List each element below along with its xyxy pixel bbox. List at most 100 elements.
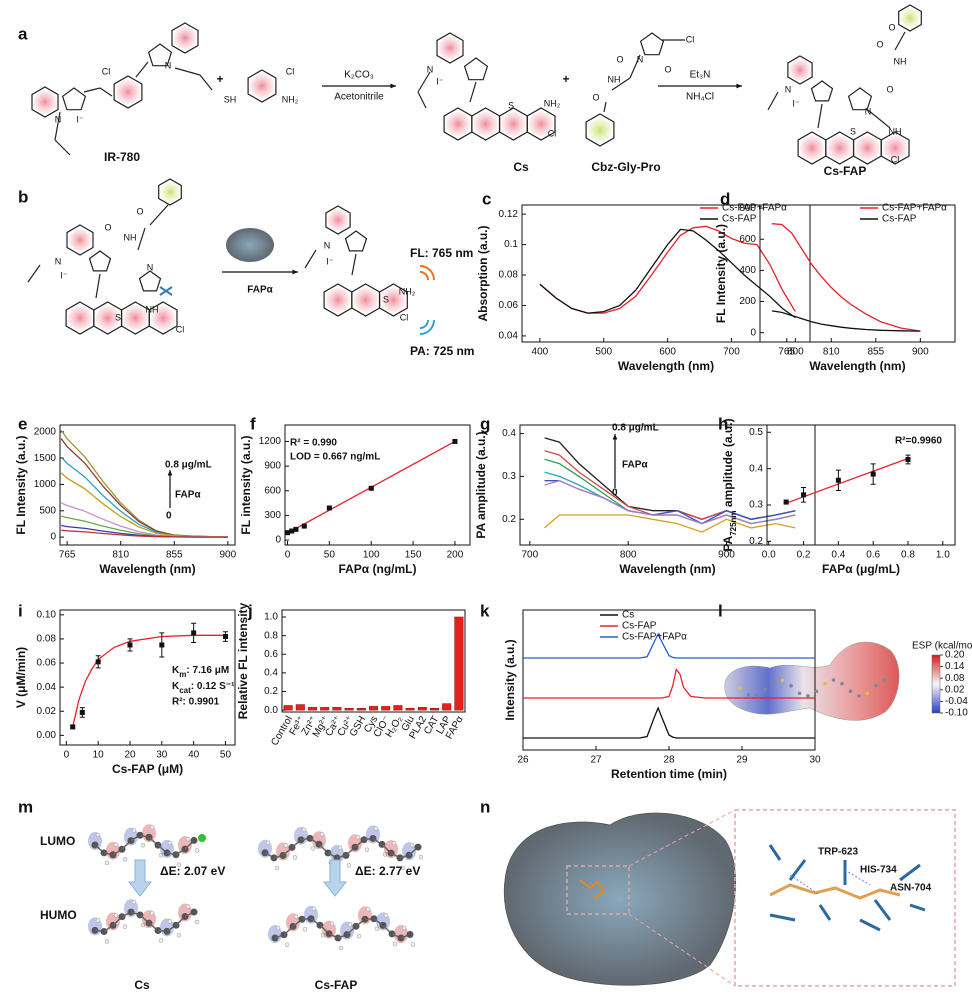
data-line [61, 529, 228, 538]
h-atom [265, 840, 271, 846]
bond [95, 273, 101, 299]
y-tick-label: 500 [39, 505, 56, 516]
atom-label: Cl [891, 154, 900, 164]
atom-label: N [427, 64, 434, 74]
enzyme [226, 228, 274, 262]
legend-label: Cs [622, 610, 634, 621]
x-axis-title: Wavelength (nm) [618, 359, 714, 373]
arrow-head [167, 470, 173, 476]
x-axis-title: Retention time (min) [611, 767, 727, 781]
ring [585, 113, 615, 147]
panel-label: i [18, 601, 23, 620]
legend-label: Cs-FAP [722, 214, 757, 225]
h-atom [409, 842, 415, 848]
fit-line [785, 457, 909, 504]
ring-tint [95, 306, 120, 330]
zoom-line [628, 913, 736, 987]
data-line [544, 471, 796, 525]
data-line [771, 310, 921, 332]
ring [847, 87, 873, 111]
annotation: R² = 0.990 [290, 438, 337, 449]
ring-tint [116, 80, 140, 104]
bond [417, 91, 427, 109]
esp-surface [724, 641, 900, 721]
panel-label: f [250, 414, 256, 433]
x-tick-label: 0.6 [866, 550, 880, 561]
ring-tint [151, 306, 176, 330]
h-atom [185, 904, 191, 909]
point [222, 634, 228, 640]
ring-tint [883, 136, 908, 160]
x-tick-label: 810 [112, 550, 129, 561]
y-tick-label: 0 [750, 327, 756, 338]
y-axis-title: Relative FL intensity [236, 602, 250, 719]
atom-label: NH₂ [282, 94, 299, 104]
data-line [523, 706, 815, 739]
x-tick-label: 900 [912, 347, 929, 358]
bar [405, 708, 415, 711]
colorbar [931, 654, 941, 714]
h-atom [329, 921, 335, 927]
y-tick-label: 0.0 [264, 705, 278, 716]
residue-label: ASN-704 [890, 883, 932, 894]
x-tick-label: 855 [166, 550, 183, 561]
x-tick-label: 26 [517, 755, 529, 766]
y-tick-label: 200 [739, 296, 756, 307]
surface-atom [840, 681, 844, 686]
h-atom [158, 852, 164, 858]
zoom-line [628, 809, 736, 867]
atom-label: O [888, 22, 895, 32]
atom-label: N [324, 240, 331, 250]
bond [603, 101, 607, 113]
data-line [60, 429, 228, 538]
annotation: 0 [612, 488, 618, 499]
y-tick-label: 0.4 [264, 668, 278, 679]
panel-label: h [718, 414, 728, 433]
data-line [544, 514, 796, 533]
h-atom [410, 942, 416, 947]
plot-frame [281, 609, 466, 713]
x-tick-label: 100 [363, 550, 380, 561]
surface-atom [738, 686, 742, 690]
residue-label: TRP-623 [818, 847, 858, 858]
x-tick-label: 600 [659, 347, 676, 358]
x-tick-label: 765 [778, 347, 795, 358]
ring-tint [327, 209, 349, 231]
y-tick-label: 1000 [34, 479, 57, 490]
h-atom [176, 932, 182, 938]
compound-name: Cs [513, 160, 529, 174]
data-line [523, 632, 815, 659]
bond [867, 109, 891, 129]
y-axis-title-part: amplitude (a.u.) [721, 418, 735, 510]
arrow-head [292, 269, 298, 275]
annotation: R²=0.9960 [895, 436, 942, 447]
legend-label: Cs-FAP+FAPα [882, 203, 947, 214]
y-tick-label: 400 [739, 265, 756, 276]
x-tick-label: 30 [156, 750, 168, 761]
h-atom [292, 855, 298, 860]
atom-label: NH₂ [399, 286, 416, 296]
x-tick-label: 0 [64, 750, 70, 761]
bond [629, 54, 641, 79]
x-tick-label: 150 [405, 550, 422, 561]
y-axis-title: PA amplitude (a.u.) [474, 431, 488, 538]
y-axis-title: FL Intensity (a.u.) [714, 224, 728, 323]
ring-tint [381, 288, 406, 312]
panel-label: e [18, 414, 27, 433]
y-axis-title: Intensity (a.u.) [503, 639, 517, 720]
x-tick-label: 50 [220, 750, 232, 761]
y-tick-label: 0.06 [37, 658, 57, 669]
ring-tint [33, 90, 57, 114]
point [127, 642, 133, 648]
compound-name: Cs-FAP [824, 164, 867, 178]
surface-atom [763, 687, 768, 691]
surface-atom [882, 678, 887, 683]
inset-box [734, 809, 956, 987]
h-atom [283, 843, 289, 848]
fl-label: FL: 765 nm [410, 246, 473, 260]
legend-label: Cs-FAP+FAPα [622, 632, 687, 643]
x-tick-label: 0.8 [901, 550, 915, 561]
y-axis-title: FL Intensity (a.u.) [14, 435, 28, 534]
h-atom [140, 842, 146, 848]
ring-tint [250, 74, 274, 98]
